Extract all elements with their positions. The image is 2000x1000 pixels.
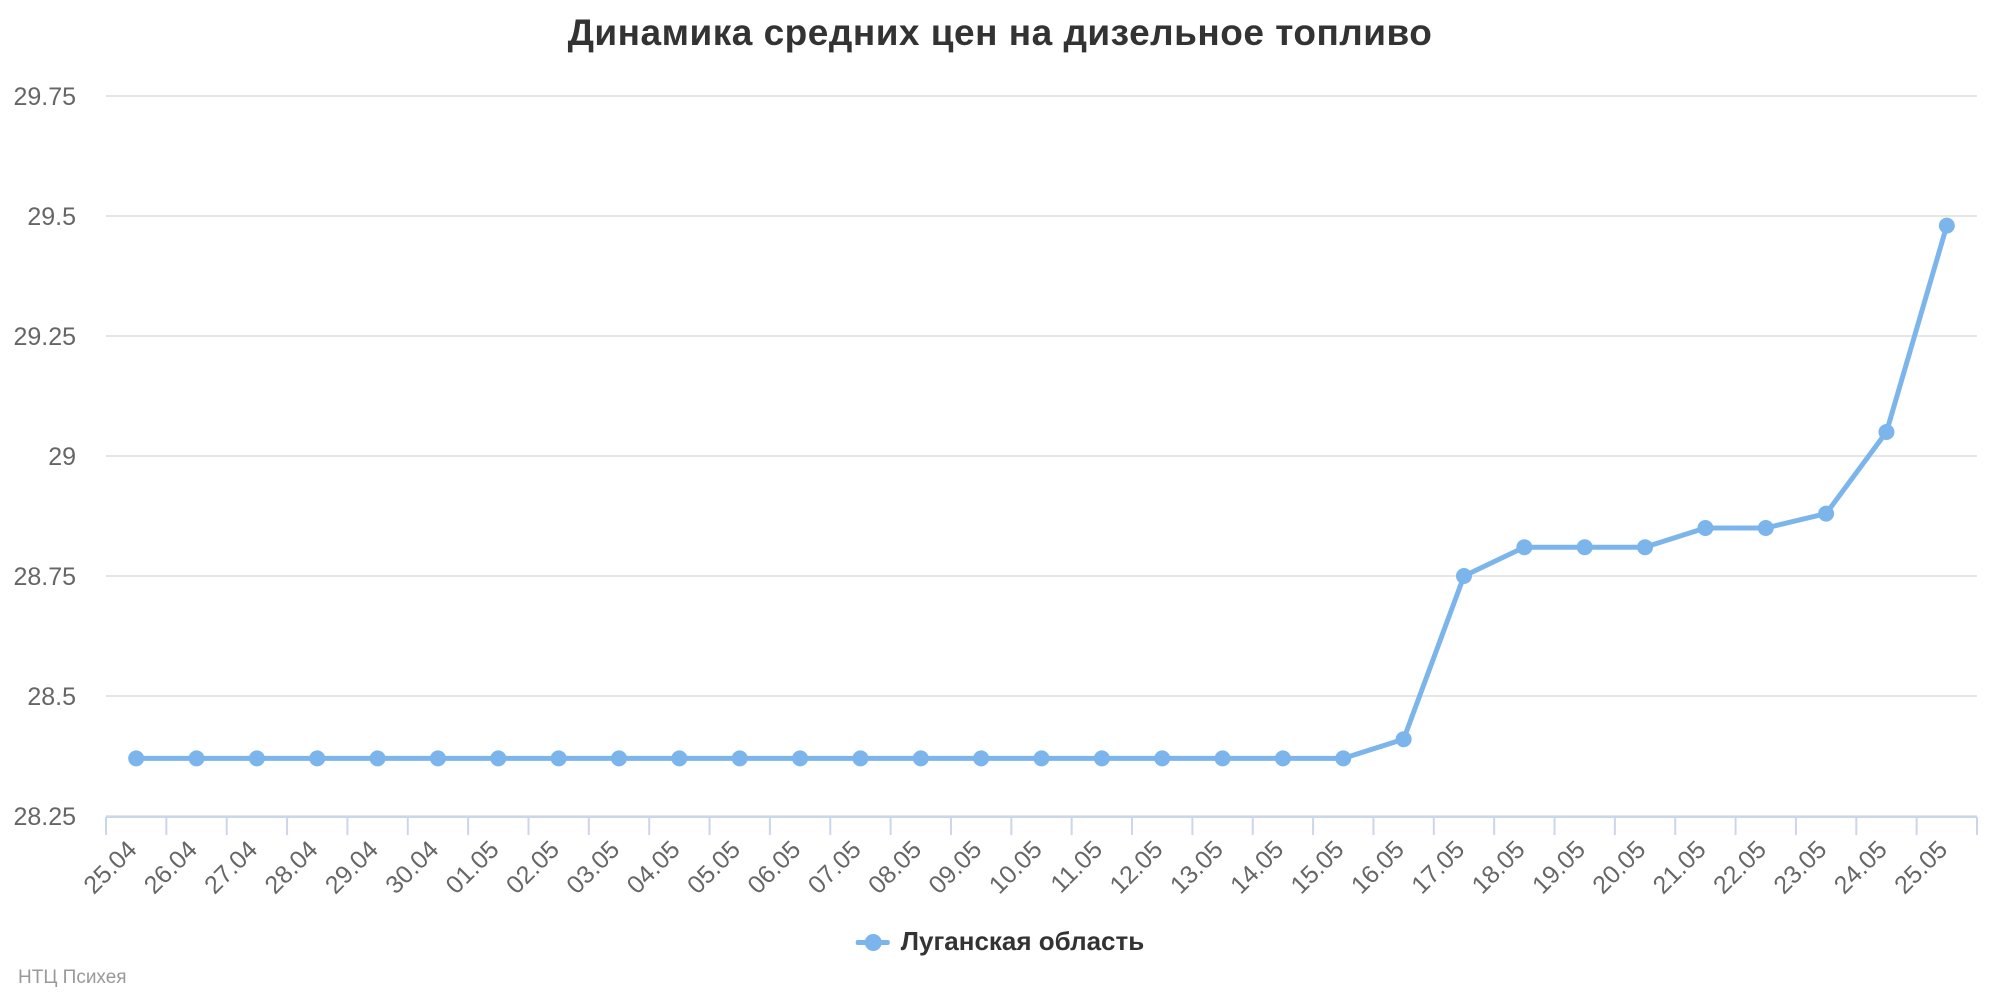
data-point-marker[interactable] [1637,539,1654,556]
series-line[interactable] [133,223,1950,761]
data-point-marker[interactable] [1455,568,1472,584]
x-axis-label: 13.05 [1165,835,1229,899]
legend-line-marker-icon [855,933,890,951]
data-point-marker[interactable] [550,750,567,767]
x-axis-label: 06.05 [742,835,806,899]
x-axis-label: 28.04 [259,835,323,899]
x-axis-label: 08.05 [863,835,927,899]
x-axis-label: 25.05 [1889,835,1953,899]
x-axis-label: 10.05 [984,835,1048,899]
x-axis-label: 12.05 [1104,835,1168,899]
data-point-marker[interactable] [852,750,869,767]
legend-item[interactable]: Луганская область [855,926,1145,957]
legend-marker-dot [864,933,882,951]
y-axis-label: 29.5 [27,203,76,231]
x-axis-label: 14.05 [1225,835,1289,899]
x-axis-label: 23.05 [1768,835,1832,899]
x-axis-label: 05.05 [682,835,746,899]
x-axis-label: 18.05 [1467,835,1531,899]
data-point-marker[interactable] [1878,424,1895,440]
y-axis-label: 29 [48,443,76,471]
x-axis-label: 11.05 [1045,835,1108,898]
x-axis-label: 27.04 [199,835,263,899]
x-axis-label: 19.05 [1527,835,1591,899]
data-point-marker[interactable] [731,750,748,767]
y-axis-label: 29.75 [13,83,76,111]
x-axis-label: 15.05 [1285,835,1349,899]
credits-label: НТЦ Психея [18,967,127,988]
y-axis-label: 28.25 [13,803,76,831]
chart-title: Динамика средних цен на дизельное топлив… [567,12,1433,53]
data-point-marker[interactable] [1818,505,1835,522]
x-axis-label: 30.04 [380,835,444,899]
data-point-marker[interactable] [1576,539,1593,556]
data-point-marker[interactable] [188,750,205,767]
y-axis-label: 29.25 [13,323,76,351]
data-point-marker[interactable] [1938,217,1955,234]
data-point-marker[interactable] [1697,520,1714,536]
legend-series-name: Луганская область [900,926,1145,956]
data-point-marker[interactable] [1154,750,1171,767]
x-axis-label: 25.04 [78,835,142,899]
data-point-marker[interactable] [128,750,145,767]
data-point-marker[interactable] [973,750,990,767]
data-point-marker[interactable] [912,750,929,767]
data-point-marker[interactable] [792,750,809,767]
data-point-marker[interactable] [1033,750,1050,767]
x-axis-label: 29.04 [320,835,384,899]
data-point-marker[interactable] [1516,539,1533,556]
data-point-marker[interactable] [490,750,507,767]
data-point-marker[interactable] [369,750,386,767]
x-axis-label: 01.05 [441,835,505,899]
data-point-marker[interactable] [1093,750,1110,767]
data-point-marker[interactable] [1395,731,1412,748]
y-axis-label: 28.75 [13,563,76,591]
x-axis-label: 09.05 [923,835,987,899]
y-axis-label: 28.5 [27,683,76,711]
x-axis-label: 07.05 [803,835,867,899]
x-axis-label: 24.05 [1829,835,1893,899]
data-point-marker[interactable] [1335,750,1352,767]
x-axis-label: 02.05 [501,835,565,899]
x-axis-label: 21.05 [1648,835,1712,899]
x-axis-label: 20.05 [1587,835,1651,899]
data-point-marker[interactable] [1214,750,1231,767]
data-point-marker[interactable] [429,750,446,767]
x-axis-label: 04.05 [622,835,686,899]
x-axis-label: 26.04 [139,835,203,899]
x-axis-label: 22.05 [1708,835,1772,899]
x-axis-label: 17.05 [1406,835,1470,899]
data-point-marker[interactable] [611,750,628,767]
x-axis-label: 03.05 [561,835,625,899]
data-point-marker[interactable] [1757,520,1774,536]
data-point-marker[interactable] [248,750,265,767]
data-point-marker[interactable] [1274,750,1291,767]
data-point-marker[interactable] [309,750,326,767]
x-axis-label: 16.05 [1346,835,1410,899]
data-point-marker[interactable] [671,750,688,767]
